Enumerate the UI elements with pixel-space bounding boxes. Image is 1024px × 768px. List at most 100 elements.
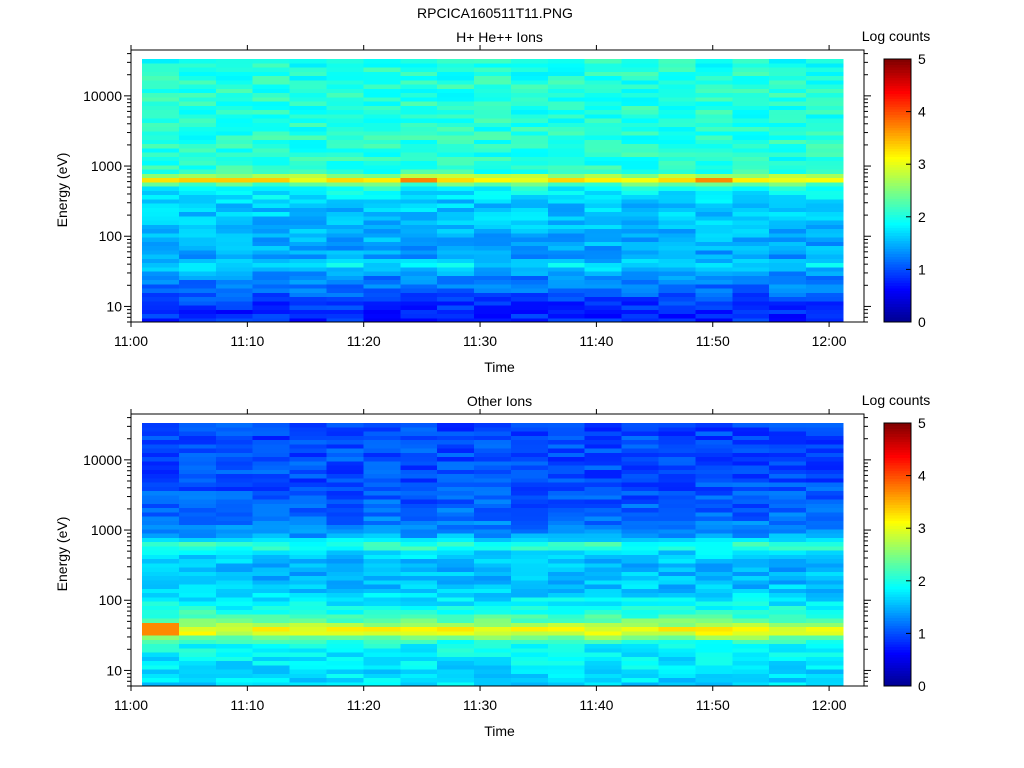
heatmap-cell [400, 469, 438, 475]
heatmap-cell [732, 173, 770, 179]
heatmap-cell [252, 173, 291, 179]
heatmap-cell [437, 426, 475, 432]
heatmap-cell [326, 588, 364, 594]
heatmap-cell [732, 469, 770, 475]
heatmap-cell [215, 275, 254, 281]
heatmap-cell [326, 609, 364, 615]
heatmap-cell [510, 567, 549, 572]
heatmap-cell [584, 613, 623, 619]
heatmap-cell [363, 673, 401, 679]
heatmap-cell [621, 635, 660, 640]
heatmap-cell [178, 524, 217, 530]
colorbar-segment [884, 101, 911, 105]
heatmap-cell [621, 647, 660, 653]
heatmap-cell [142, 477, 180, 483]
heatmap-cell [584, 622, 623, 628]
heatmap-cell [584, 499, 623, 504]
heatmap-cell [178, 635, 217, 640]
heatmap-cell [695, 79, 733, 85]
heatmap-cell [474, 228, 512, 234]
heatmap-cell [769, 122, 807, 128]
heatmap-cell [547, 656, 586, 662]
colorbar-segment [884, 261, 911, 265]
colorbar-segment [884, 488, 911, 492]
heatmap-cell [215, 266, 254, 272]
heatmap-cell [658, 309, 697, 315]
heatmap-cell [215, 596, 254, 602]
heatmap-cell [400, 669, 438, 674]
heatmap-cell [400, 122, 438, 128]
heatmap-cell [806, 443, 844, 449]
heatmap-cell [289, 296, 328, 302]
heatmap-cell [621, 490, 660, 496]
heatmap-cell [584, 528, 623, 534]
heatmap-cell [400, 266, 438, 272]
heatmap-cell [437, 647, 475, 653]
heatmap-cell [510, 423, 549, 428]
heatmap-cell [215, 669, 254, 674]
heatmap-cell [474, 241, 512, 247]
colorbar-segment [884, 64, 911, 68]
colorbar-label: Log counts [862, 28, 931, 44]
heatmap-cell [769, 528, 807, 534]
heatmap-cell [510, 207, 549, 213]
heatmap-cell [806, 292, 844, 298]
heatmap-cell [769, 309, 807, 315]
heatmap-cell [363, 533, 401, 538]
heatmap-cell [584, 224, 623, 230]
heatmap-cell [732, 490, 770, 496]
heatmap-cell [252, 622, 291, 628]
heatmap-cell [363, 203, 401, 208]
heatmap-cell [806, 630, 844, 636]
heatmap-cell [142, 88, 180, 94]
colorbar-segment [884, 132, 911, 136]
heatmap-cell [510, 652, 549, 657]
heatmap-cell [547, 499, 586, 504]
heatmap-cell [769, 562, 807, 568]
heatmap-cell [400, 592, 438, 598]
heatmap-cell [252, 237, 291, 242]
heatmap-cell [510, 59, 549, 64]
heatmap-cell [584, 656, 623, 662]
heatmap-cell [326, 639, 364, 645]
heatmap-cell [437, 203, 475, 208]
colorbar-segment [884, 69, 911, 73]
heatmap-cell [363, 283, 401, 289]
heatmap-cell [769, 160, 807, 166]
heatmap-cell [732, 92, 770, 98]
heatmap-cell [326, 660, 364, 666]
heatmap-cell [584, 669, 623, 674]
heatmap-cell [289, 431, 328, 436]
heatmap-cell [584, 190, 623, 196]
colorbar-segment [884, 446, 911, 450]
heatmap-cell [437, 452, 475, 458]
colorbar-segment [884, 272, 911, 276]
heatmap-cell [215, 677, 254, 683]
heatmap-cell [732, 215, 770, 221]
heatmap-cell [474, 92, 512, 98]
heatmap-cell [474, 283, 512, 289]
heatmap-cell [584, 160, 623, 166]
heatmap-cell [178, 448, 217, 453]
heatmap-cell [474, 292, 512, 298]
heatmap-cell [437, 554, 475, 560]
heatmap-cell [142, 164, 180, 170]
heatmap-cell [695, 541, 733, 547]
heatmap-cell [732, 62, 770, 68]
heatmap-cell [658, 84, 697, 89]
heatmap-cell [178, 609, 217, 615]
y-axis-label: Energy (eV) [54, 517, 70, 592]
heatmap-cell [289, 186, 328, 191]
heatmap-cell [215, 207, 254, 213]
heatmap-cell [326, 592, 364, 598]
heatmap-cell [142, 79, 180, 85]
heatmap-cell [252, 592, 291, 598]
colorbar-segment [884, 229, 911, 234]
heatmap-cell [658, 173, 697, 179]
heatmap-cell [400, 511, 438, 517]
heatmap-cell [621, 71, 660, 77]
colorbar-segment [884, 303, 911, 307]
heatmap-cell [547, 207, 586, 213]
heatmap-cell [142, 169, 180, 174]
